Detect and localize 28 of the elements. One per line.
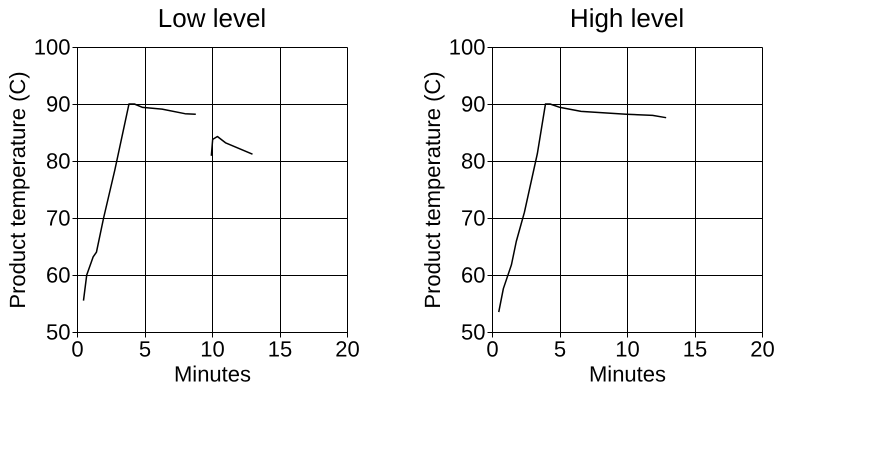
y-tick-label: 70 [46,206,70,230]
y-axis-title: Product temperature (C) [4,71,30,309]
x-tick-label: 5 [138,336,152,362]
y-tick-label: 60 [46,262,70,288]
x-axis-title: Minutes [588,362,666,386]
y-tick-label: 60 [461,262,486,288]
x-tick-label: 20 [335,336,360,362]
y-tick-label: 80 [46,148,70,174]
y-tick-label: 70 [461,206,486,230]
y-tick-label: 80 [461,148,486,174]
chart-title: Low level [158,3,266,33]
y-axis-title: Product temperature (C) [420,71,445,309]
y-tick-label: 100 [34,34,70,60]
x-tick-label: 0 [486,336,499,362]
x-tick-label: 20 [750,336,775,362]
y-tick-label: 90 [46,92,70,116]
y-tick-label: 100 [448,34,486,60]
chart-title: High level [570,3,684,33]
y-tick-label: 90 [461,92,486,116]
y-tick-label: 50 [461,320,486,344]
y-tick-label: 50 [46,320,70,344]
x-tick-label: 5 [554,336,566,362]
x-tick-label: 15 [682,336,708,362]
x-axis-title: Minutes [174,362,252,386]
x-tick-label: 15 [268,336,292,362]
x-tick-label: 10 [615,336,640,362]
x-tick-label: 10 [200,336,225,362]
x-tick-label: 0 [71,336,84,362]
